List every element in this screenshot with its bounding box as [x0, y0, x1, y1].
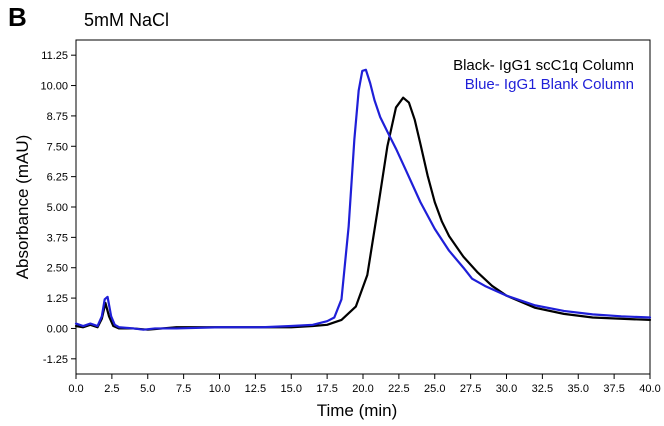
series-layer — [74, 68, 652, 331]
x-tick-label: 20.0 — [352, 383, 373, 395]
y-tick-label: 6.25 — [47, 172, 68, 184]
legend-entry-black: Black- IgG1 scC1q Column — [453, 57, 634, 74]
x-tick-label: 32.5 — [532, 383, 553, 395]
y-tick-label: 11.25 — [41, 50, 68, 62]
x-tick-label: 25.0 — [424, 383, 445, 395]
x-tick-label: 37.5 — [603, 383, 624, 395]
series-line-blue — [74, 68, 652, 331]
x-tick-label: 2.5 — [104, 383, 119, 395]
x-tick-label: 15.0 — [281, 383, 302, 395]
y-tick-label: 0.00 — [47, 323, 68, 335]
x-tick-label: 27.5 — [460, 383, 481, 395]
y-tick-label: 7.50 — [47, 141, 68, 153]
x-tick-label: 30.0 — [496, 383, 517, 395]
y-tick-label: -1.25 — [43, 354, 68, 366]
y-tick-label: 3.75 — [47, 232, 68, 244]
x-tick-label: 17.5 — [316, 383, 337, 395]
legend-entry-blue: Blue- IgG1 Blank Column — [465, 76, 634, 93]
y-tick-label: 2.50 — [47, 263, 68, 275]
x-tick-label: 22.5 — [388, 383, 409, 395]
y-axis-label: Absorbance (mAU) — [13, 135, 32, 280]
x-axis-label: Time (min) — [317, 401, 398, 420]
chart-title: 5mM NaCl — [84, 10, 169, 30]
y-tick-label: 8.75 — [47, 111, 68, 123]
x-tick-label: 40.0 — [639, 383, 660, 395]
x-axis-ticks: 0.0 2.5 5.0 7.5 10.0 12.5 15.0 17.5 20.0 22.5 25.0… — [68, 374, 661, 395]
y-axis-ticks: -1.25 0.00 1.25 2.50 3.75 5.00 6.25 7.50 8.75 10.… — [40, 50, 76, 366]
y-tick-label: 10.00 — [40, 81, 68, 93]
x-tick-label: 12.5 — [245, 383, 266, 395]
x-tick-label: 10.0 — [209, 383, 230, 395]
x-tick-label: 35.0 — [568, 383, 589, 395]
panel-letter: B — [8, 2, 27, 32]
x-tick-label: 5.0 — [140, 383, 155, 395]
y-tick-label: 1.25 — [47, 293, 68, 305]
y-tick-label: 5.00 — [47, 202, 68, 214]
x-tick-label: 7.5 — [176, 383, 191, 395]
x-tick-label: 0.0 — [68, 383, 83, 395]
series-line-black — [74, 96, 652, 331]
